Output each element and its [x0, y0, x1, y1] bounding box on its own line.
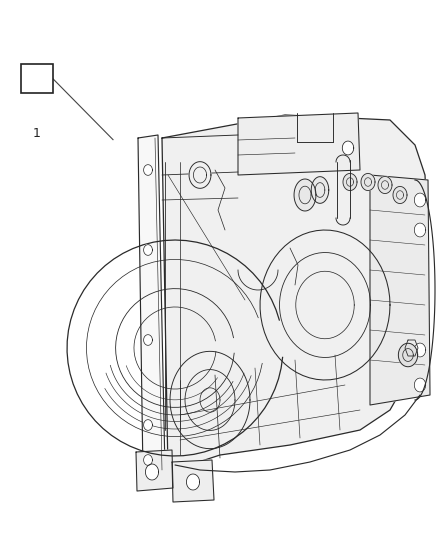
Polygon shape: [399, 343, 418, 367]
Bar: [21, 64, 53, 93]
Polygon shape: [162, 115, 428, 472]
Polygon shape: [311, 176, 329, 203]
Polygon shape: [370, 175, 430, 405]
Polygon shape: [343, 173, 357, 190]
Polygon shape: [361, 173, 375, 190]
Polygon shape: [138, 135, 165, 474]
Polygon shape: [378, 176, 392, 193]
Polygon shape: [414, 223, 426, 237]
Text: 1: 1: [33, 127, 41, 140]
Polygon shape: [187, 474, 200, 490]
Polygon shape: [144, 245, 152, 255]
Polygon shape: [343, 141, 354, 155]
Polygon shape: [145, 464, 159, 480]
Polygon shape: [144, 165, 152, 175]
Polygon shape: [414, 343, 426, 357]
Polygon shape: [393, 187, 407, 204]
Polygon shape: [414, 378, 426, 392]
Polygon shape: [414, 193, 426, 207]
Polygon shape: [144, 335, 152, 345]
Polygon shape: [238, 113, 360, 175]
Polygon shape: [294, 179, 316, 211]
Polygon shape: [172, 460, 214, 502]
Polygon shape: [144, 455, 152, 465]
Polygon shape: [170, 351, 250, 449]
Polygon shape: [136, 450, 173, 491]
Polygon shape: [189, 161, 211, 188]
Polygon shape: [144, 419, 152, 430]
